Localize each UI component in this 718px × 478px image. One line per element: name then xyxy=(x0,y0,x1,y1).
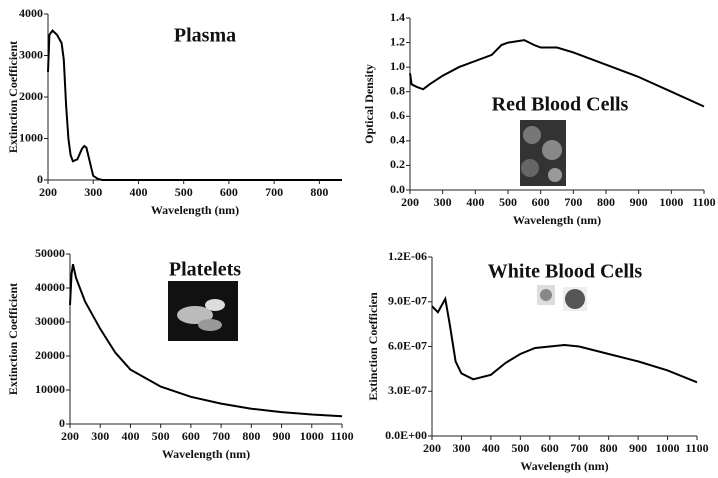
x-tick-label: 1100 xyxy=(685,441,708,455)
y-tick-label: 1.0 xyxy=(390,59,405,73)
x-axis-label: Wavelength (nm) xyxy=(151,203,239,217)
y-axis-label: Extinction Coefficient xyxy=(6,283,20,395)
x-tick-label: 200 xyxy=(423,441,441,455)
y-tick-label: 0 xyxy=(37,172,43,186)
y-tick-label: 0.8 xyxy=(390,83,405,97)
x-tick-label: 300 xyxy=(434,195,452,209)
x-axis-label: Wavelength (nm) xyxy=(520,459,608,473)
x-tick-label: 600 xyxy=(541,441,559,455)
y-tick-label: 4000 xyxy=(19,6,43,20)
x-tick-label: 300 xyxy=(452,441,470,455)
chart-title: White Blood Cells xyxy=(488,261,643,283)
x-tick-label: 700 xyxy=(265,185,283,199)
x-tick-label: 600 xyxy=(220,185,238,199)
y-tick-label: 10000 xyxy=(35,382,65,396)
y-tick-label: 30000 xyxy=(35,314,65,328)
x-tick-label: 500 xyxy=(499,195,517,209)
x-tick-label: 400 xyxy=(129,185,147,199)
x-tick-label: 200 xyxy=(39,185,57,199)
x-tick-label: 500 xyxy=(152,429,170,443)
x-tick-label: 1100 xyxy=(692,195,715,209)
x-tick-label: 700 xyxy=(564,195,582,209)
x-axis-label: Wavelength (nm) xyxy=(162,447,250,461)
wbc-photos xyxy=(537,285,587,311)
x-tick-label: 1000 xyxy=(656,441,680,455)
data-line xyxy=(69,263,343,418)
y-tick-label: 0.2 xyxy=(390,157,405,171)
rbc-photo xyxy=(520,120,566,186)
platelet-photo xyxy=(168,281,238,341)
y-tick-label: 1.2E-06 xyxy=(388,249,427,263)
y-tick-label: 1.4 xyxy=(390,10,405,24)
x-tick-label: 800 xyxy=(597,195,615,209)
data-line xyxy=(431,295,698,384)
y-tick-label: 2000 xyxy=(19,89,43,103)
x-tick-label: 300 xyxy=(84,185,102,199)
y-tick-label: 50000 xyxy=(35,246,65,260)
x-tick-label: 900 xyxy=(273,429,291,443)
y-tick-label: 0.0E+00 xyxy=(385,428,427,442)
y-tick-label: 1.2 xyxy=(390,34,405,48)
x-tick-label: 900 xyxy=(630,195,648,209)
x-tick-label: 400 xyxy=(121,429,139,443)
y-tick-label: 9.0E-07 xyxy=(388,294,427,308)
data-line xyxy=(409,39,705,108)
y-axis-label: Optical Density xyxy=(362,64,376,144)
chart-title: Red Blood Cells xyxy=(492,94,629,116)
y-axis-label: Extinction Coefficient xyxy=(6,41,20,153)
x-tick-label: 700 xyxy=(212,429,230,443)
y-tick-label: 0.4 xyxy=(390,133,405,147)
x-tick-label: 500 xyxy=(511,441,529,455)
y-tick-label: 40000 xyxy=(35,280,65,294)
x-tick-label: 400 xyxy=(466,195,484,209)
x-tick-label: 900 xyxy=(629,441,647,455)
x-tick-label: 400 xyxy=(482,441,500,455)
y-tick-label: 6.0E-07 xyxy=(388,338,427,352)
chart-title: Plasma xyxy=(174,25,236,47)
y-tick-label: 0.6 xyxy=(390,108,405,122)
y-tick-label: 3.0E-07 xyxy=(388,383,427,397)
x-tick-label: 800 xyxy=(310,185,328,199)
y-tick-label: 0.0 xyxy=(390,182,405,196)
x-tick-label: 1100 xyxy=(330,429,353,443)
y-tick-label: 3000 xyxy=(19,47,43,61)
x-tick-label: 200 xyxy=(401,195,419,209)
x-tick-label: 300 xyxy=(91,429,109,443)
x-axis-label: Wavelength (nm) xyxy=(513,213,601,227)
y-tick-label: 20000 xyxy=(35,348,65,362)
x-tick-label: 200 xyxy=(61,429,79,443)
chart-title: Platelets xyxy=(169,259,241,281)
x-tick-label: 800 xyxy=(242,429,260,443)
x-tick-label: 1000 xyxy=(300,429,324,443)
x-tick-label: 500 xyxy=(175,185,193,199)
y-tick-label: 1000 xyxy=(19,130,43,144)
x-tick-label: 600 xyxy=(532,195,550,209)
data-line xyxy=(47,29,342,181)
y-axis-label: Extinction Coefficien xyxy=(366,292,380,401)
x-tick-label: 1000 xyxy=(659,195,683,209)
x-tick-label: 800 xyxy=(600,441,618,455)
y-tick-label: 0 xyxy=(59,416,65,430)
x-tick-label: 700 xyxy=(570,441,588,455)
x-tick-label: 600 xyxy=(182,429,200,443)
